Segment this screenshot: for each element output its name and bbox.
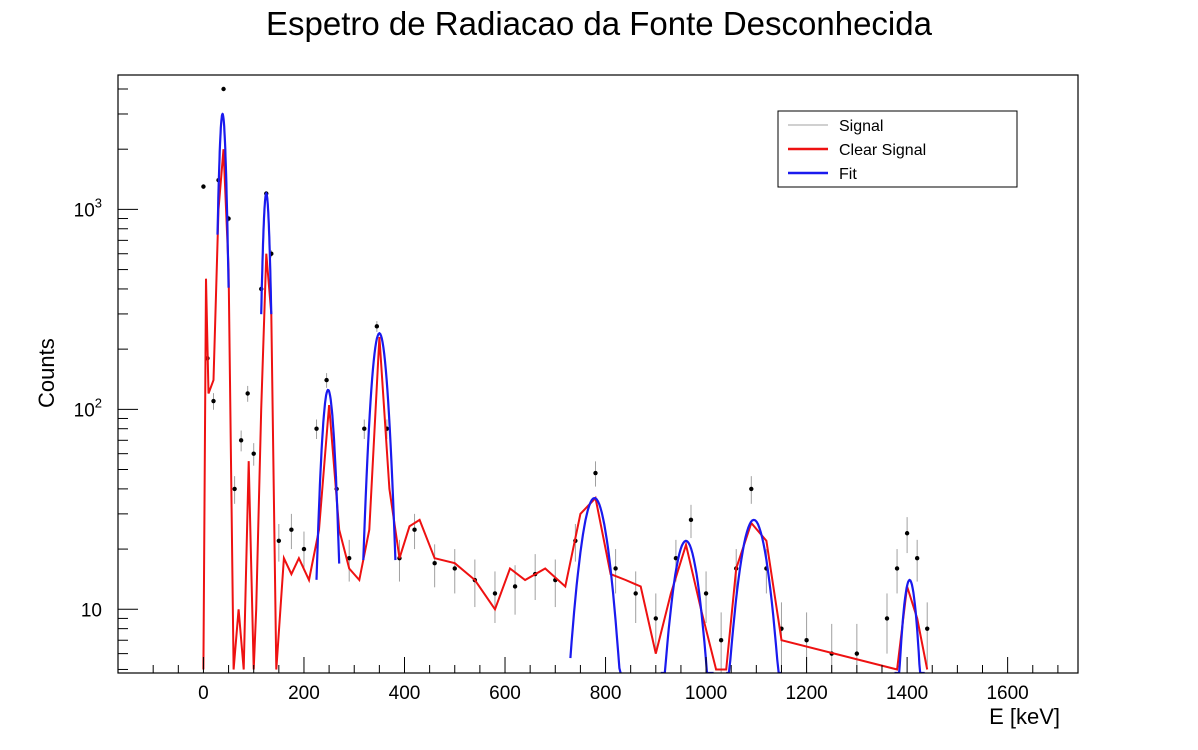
signal-point <box>593 470 598 476</box>
x-tick-label: 1000 <box>685 683 727 704</box>
signal-point <box>347 556 352 561</box>
x-tick-label: 1400 <box>886 683 928 704</box>
signal-point <box>804 638 809 643</box>
y-tick-label: 103 <box>74 195 102 221</box>
plot-frame <box>117 74 1079 674</box>
signal-point <box>653 616 659 621</box>
legend-label: Signal <box>839 118 883 135</box>
signal-point <box>201 184 206 189</box>
signal-point <box>749 486 754 492</box>
fit-series <box>216 112 925 673</box>
x-tick-label: 1600 <box>986 683 1028 704</box>
signal-point <box>374 324 380 329</box>
signal-point <box>884 616 890 621</box>
signal-point <box>718 638 724 643</box>
y-tick-base: 10 <box>74 200 95 221</box>
signal-point <box>894 566 900 571</box>
fit-peak-curve <box>362 331 397 561</box>
legend: Signal Clear Signal Fit <box>777 110 1018 188</box>
signal-point <box>688 517 694 523</box>
signal-point <box>232 486 237 492</box>
signal-point <box>854 651 860 656</box>
signal-point <box>412 527 417 532</box>
y-tick-exponent: 2 <box>95 395 102 410</box>
x-axis: 0 200 400 600 800 1000 1200 1400 1600 <box>152 657 1059 704</box>
signal-point <box>432 560 437 566</box>
signal-point <box>251 451 256 456</box>
signal-point <box>238 438 244 443</box>
y-tick-exponent: 3 <box>95 195 102 210</box>
fit-peak-curve <box>260 191 273 315</box>
legend-label: Fit <box>839 166 857 183</box>
signal-point <box>904 531 910 536</box>
signal-point <box>512 584 518 589</box>
y-tick-label: 10 <box>81 600 102 621</box>
signal-point <box>633 591 638 596</box>
y-tick-base: 10 <box>81 600 102 621</box>
signal-point <box>703 591 709 596</box>
fit-peak-curve <box>569 496 622 673</box>
x-tick-label: 400 <box>389 683 421 704</box>
signal-point <box>289 527 294 532</box>
y-tick-label: 102 <box>74 395 102 421</box>
x-axis-label: E [keV] <box>989 704 1060 729</box>
signal-point <box>314 426 319 431</box>
x-tick-label: 200 <box>288 683 320 704</box>
signal-point <box>211 398 216 404</box>
signal-point <box>245 391 250 396</box>
fit-peak-curve <box>315 388 341 580</box>
y-axis-label: Counts <box>34 338 59 408</box>
fit-peak-curve <box>894 578 925 673</box>
signal-point <box>362 426 367 431</box>
signal-point <box>914 556 920 561</box>
x-tick-label: 600 <box>489 683 521 704</box>
signal-point <box>492 591 498 596</box>
fit-peak-curve <box>660 539 714 673</box>
signal-point <box>301 546 307 552</box>
signal-point <box>221 86 226 92</box>
x-tick-label: 0 <box>198 683 209 704</box>
legend-label: Clear Signal <box>839 142 926 159</box>
x-tick-label: 800 <box>590 683 622 704</box>
signal-point <box>613 566 618 571</box>
clear-signal-series <box>202 149 929 671</box>
chart-title: Espetro de Radiacao da Fonte Desconhecid… <box>266 5 933 42</box>
fit-peak-curve <box>216 112 230 288</box>
signal-point <box>324 377 329 383</box>
x-tick-label: 1200 <box>785 683 827 704</box>
signal-point <box>925 626 930 631</box>
signal-point <box>452 566 457 571</box>
y-tick-base: 10 <box>74 400 95 421</box>
signal-point <box>276 538 282 544</box>
clear-signal-line <box>202 149 929 671</box>
fit-peak-curve <box>726 518 782 673</box>
